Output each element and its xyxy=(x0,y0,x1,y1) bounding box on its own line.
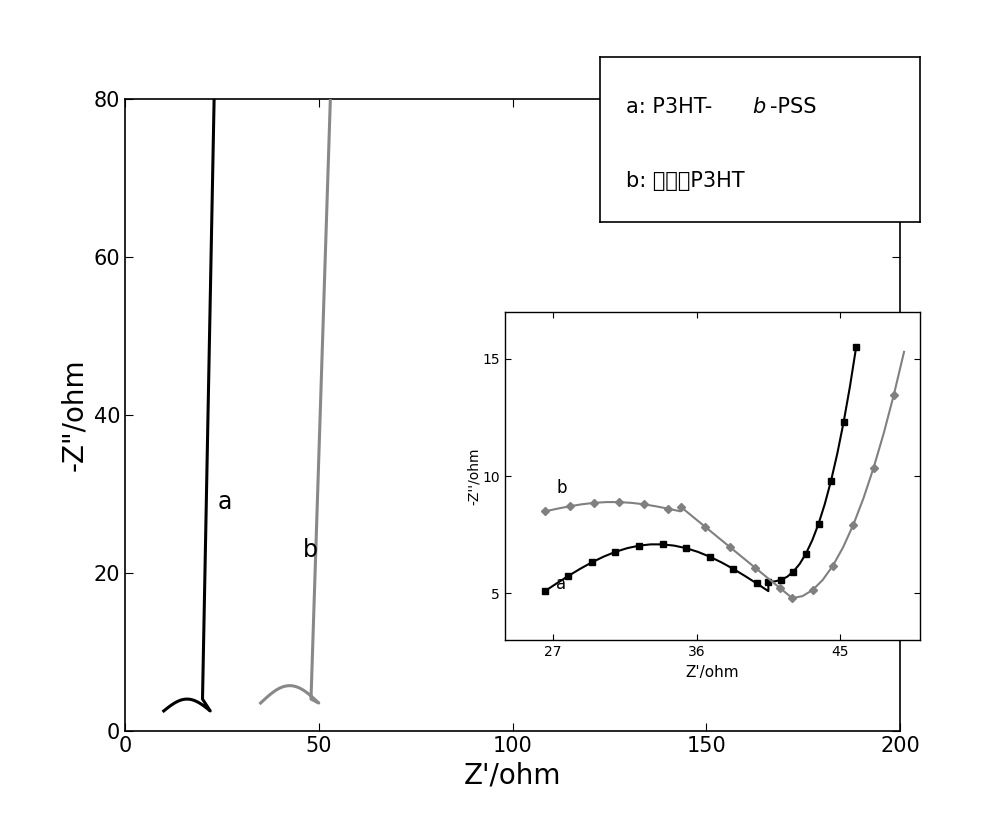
Text: b: b xyxy=(303,538,318,562)
Text: a: P3HT-: a: P3HT- xyxy=(626,97,712,117)
Y-axis label: -Z''/ohm: -Z''/ohm xyxy=(467,447,481,505)
X-axis label: Z'/ohm: Z'/ohm xyxy=(686,665,739,680)
Y-axis label: -Z"/ohm: -Z"/ohm xyxy=(60,358,88,471)
Text: a: a xyxy=(556,575,566,593)
Text: a: a xyxy=(218,490,232,515)
Text: b: b xyxy=(556,479,567,497)
Text: b: 乙烯基P3HT: b: 乙烯基P3HT xyxy=(626,171,744,190)
Text: b: b xyxy=(752,97,765,117)
Text: -PSS: -PSS xyxy=(770,97,816,117)
X-axis label: Z'/ohm: Z'/ohm xyxy=(464,761,561,789)
